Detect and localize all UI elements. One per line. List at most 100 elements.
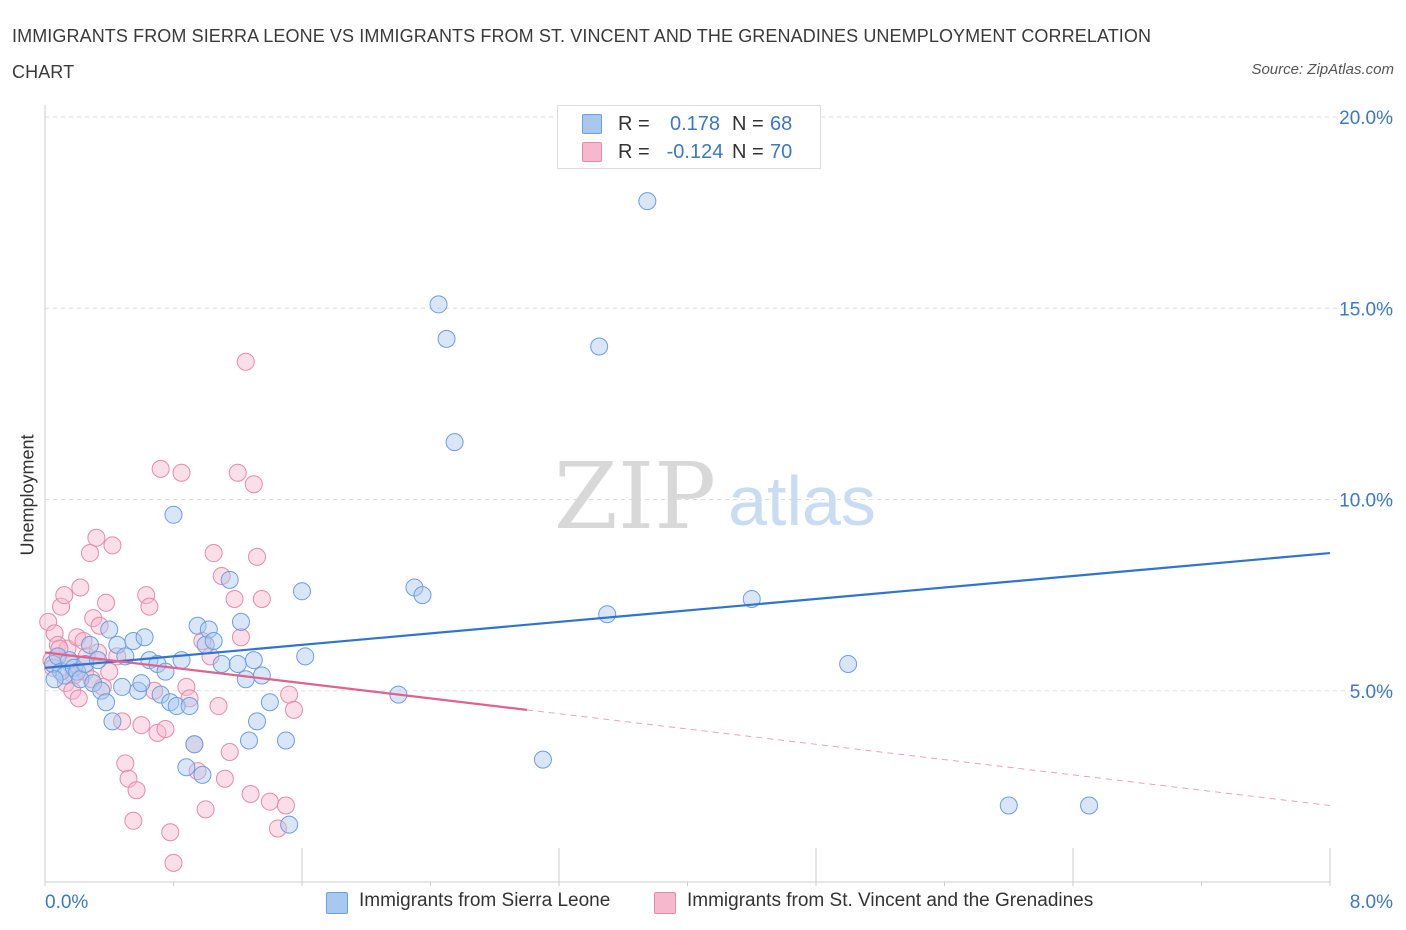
trend-line-blue xyxy=(44,551,1331,669)
axes xyxy=(44,105,1331,886)
chart-title: IMMIGRANTS FROM SIERRA LEONE VS IMMIGRAN… xyxy=(12,26,1152,82)
n-value: 70 xyxy=(770,141,793,163)
y-tick-label: 10.0% xyxy=(1339,491,1393,512)
series-pink-points xyxy=(39,352,303,872)
blue-point xyxy=(48,647,67,666)
blue-point xyxy=(188,616,207,635)
blue-point xyxy=(185,735,204,754)
blue-point xyxy=(445,433,464,452)
pink-point xyxy=(220,742,239,761)
blue-point xyxy=(293,582,311,601)
blue-point xyxy=(193,765,212,784)
x-tick-label: 0.0% xyxy=(45,892,88,913)
pink-point xyxy=(161,823,180,842)
grid-lines xyxy=(45,116,1395,692)
blue-point xyxy=(132,674,151,693)
x-tick-label: 8.0% xyxy=(1350,892,1393,913)
series-blue-points xyxy=(44,192,1099,834)
pink-point xyxy=(84,609,103,628)
n-label: N = xyxy=(732,113,764,135)
correlation-legend: R = 0.178 N = 68 R = -0.124 N = 70 xyxy=(557,105,821,169)
blue-point xyxy=(437,329,456,348)
pink-point xyxy=(231,628,250,647)
pink-point xyxy=(87,528,106,547)
blue-point xyxy=(252,666,271,685)
blue-swatch xyxy=(326,892,348,914)
pink-point xyxy=(204,544,223,563)
blue-point xyxy=(92,681,111,700)
pink-point xyxy=(276,796,295,815)
blue-point xyxy=(228,654,247,673)
blue-point xyxy=(533,750,552,769)
blue-point xyxy=(177,758,196,777)
r-label: R = xyxy=(618,141,650,163)
pink-point xyxy=(225,589,244,608)
blue-point xyxy=(429,295,448,314)
blue-point xyxy=(220,570,239,589)
blue-point xyxy=(590,337,609,356)
y-tick-label: 20.0% xyxy=(1339,108,1393,129)
pink-point xyxy=(113,712,132,731)
pink-point xyxy=(55,586,74,605)
blue-point xyxy=(113,677,132,696)
blue-point xyxy=(248,712,267,731)
tick-labels: 5.0% 10.0% 15.0% 20.0% 0.0% 8.0% xyxy=(45,108,1393,913)
legend-label: Immigrants from Sierra Leone xyxy=(359,890,611,911)
pink-point xyxy=(248,547,267,566)
pink-point xyxy=(177,677,196,696)
pink-point xyxy=(52,597,71,616)
pink-point xyxy=(151,459,170,478)
r-value: 0.178 xyxy=(669,113,721,135)
pink-point xyxy=(241,785,260,804)
pink-point xyxy=(196,800,215,819)
n-label: N = xyxy=(732,141,764,163)
pink-point xyxy=(236,352,255,371)
blue-point xyxy=(276,731,295,750)
trend-lines xyxy=(44,551,1331,806)
blue-point xyxy=(199,620,218,639)
pink-point xyxy=(268,819,287,838)
watermark-zip: ZIP xyxy=(554,443,716,550)
y-tick-label: 5.0% xyxy=(1350,682,1393,703)
blue-point xyxy=(839,654,858,673)
blue-point xyxy=(204,632,223,651)
pink-point xyxy=(132,716,151,735)
pink-point xyxy=(228,463,247,482)
pink-swatch xyxy=(582,142,602,162)
pink-point xyxy=(127,781,146,800)
pink-point xyxy=(172,463,191,482)
y-tick-label: 15.0% xyxy=(1339,299,1393,320)
pink-swatch xyxy=(654,892,676,914)
source-label: Source: ZipAtlas.com xyxy=(1251,61,1394,78)
blue-point xyxy=(167,697,186,716)
pink-point xyxy=(140,597,159,616)
pink-point xyxy=(164,853,183,872)
pink-point xyxy=(209,697,228,716)
pink-point xyxy=(97,593,116,612)
blue-point xyxy=(244,651,263,670)
pink-point xyxy=(137,586,156,605)
blue-point xyxy=(413,586,432,605)
blue-point xyxy=(231,612,250,631)
n-value: 68 xyxy=(770,113,793,135)
pink-point xyxy=(124,811,143,830)
blue-point xyxy=(239,731,258,750)
blue-point xyxy=(999,796,1018,815)
pink-point xyxy=(80,544,99,563)
blue-point xyxy=(212,654,231,673)
pink-point xyxy=(284,700,303,719)
pink-point xyxy=(56,674,75,693)
blue-point xyxy=(236,670,255,689)
blue-point xyxy=(180,697,199,716)
blue-point xyxy=(45,670,64,689)
blue-point xyxy=(135,628,154,647)
r-value: -0.124 xyxy=(666,141,724,163)
blue-swatch xyxy=(582,114,602,134)
pink-point xyxy=(252,589,271,608)
blue-point xyxy=(296,647,315,666)
blue-point xyxy=(103,712,122,731)
pink-point xyxy=(71,578,90,597)
pink-point xyxy=(215,769,234,788)
blue-point xyxy=(124,632,143,651)
